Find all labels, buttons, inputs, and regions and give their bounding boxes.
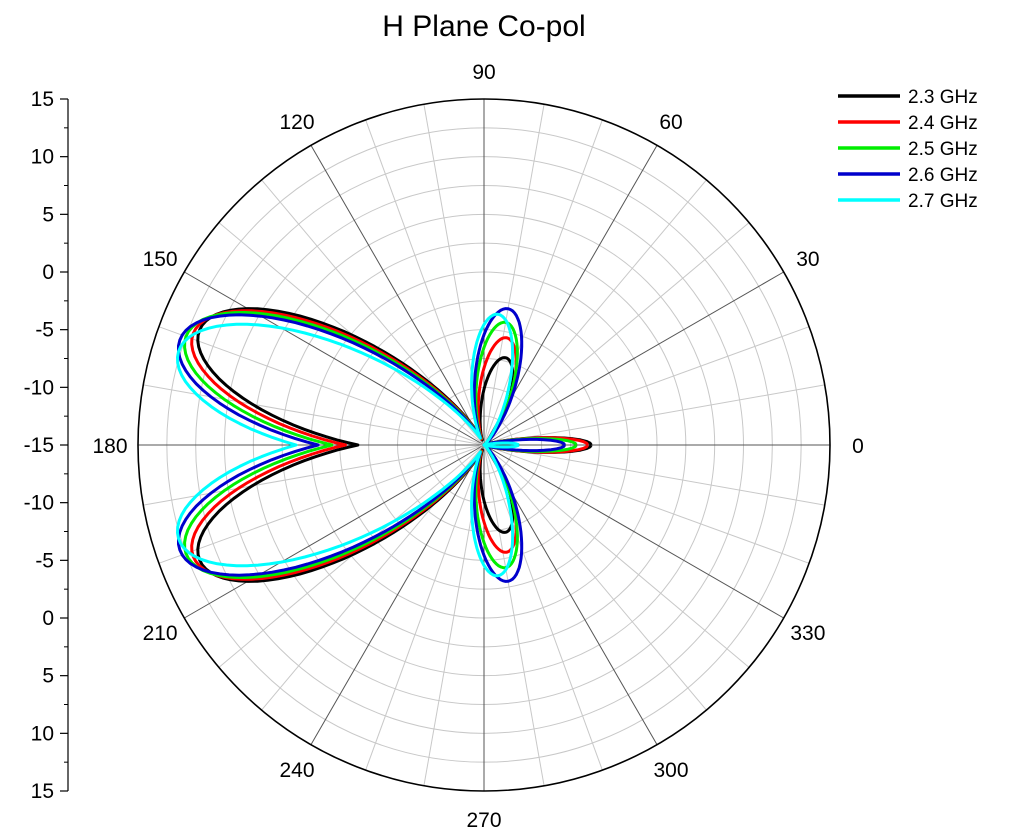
minor-spoke (365, 119, 485, 446)
angle-label-270: 270 (466, 809, 501, 832)
radial-axis: 15 10 5 0 -5 -10 -15 -10 -5 0 5 10 15 (24, 88, 69, 803)
legend-label-4: 2.7 GHz (908, 191, 978, 212)
radial-tick-label: -10 (24, 376, 54, 399)
series-layer (176, 307, 593, 583)
minor-spoke (483, 179, 707, 446)
radial-tick-label: 5 (42, 203, 54, 226)
angle-label-180: 180 (92, 435, 127, 458)
angle-label-60: 60 (659, 111, 682, 134)
major-spoke (483, 271, 784, 446)
major-spoke (184, 271, 485, 446)
series-line-4 (176, 312, 520, 578)
angle-label-90: 90 (472, 61, 495, 84)
angle-labels: 0 30 60 90 120 150 180 210 240 270 300 330 (92, 61, 863, 832)
major-spoke (184, 444, 485, 619)
radial-tick-label: 5 (42, 665, 54, 688)
major-spoke (483, 444, 784, 619)
minor-spoke (158, 444, 485, 564)
chart-title: H Plane Co-pol (382, 10, 585, 43)
legend: 2.3 GHz 2.4 GHz 2.5 GHz 2.6 GHz 2.7 GHz (838, 87, 978, 212)
minor-spoke (143, 384, 485, 446)
radial-tick-label: 10 (31, 146, 54, 169)
minor-spoke (483, 444, 603, 771)
series-line-3 (177, 307, 566, 583)
angle-label-120: 120 (279, 111, 314, 134)
minor-spoke (483, 444, 810, 564)
major-spoke (310, 145, 485, 446)
radial-tick-label: -10 (24, 492, 54, 515)
major-spoke (310, 444, 485, 745)
minor-spoke (483, 384, 825, 446)
minor-spoke (483, 326, 810, 446)
radial-tick-label: 0 (42, 607, 54, 630)
minor-spoke (483, 444, 825, 506)
minor-spoke (143, 444, 485, 506)
radial-tick-label: 0 (42, 261, 54, 284)
angle-label-300: 300 (653, 759, 688, 782)
angle-label-330: 330 (790, 622, 825, 645)
angle-label-150: 150 (143, 248, 178, 271)
legend-label-1: 2.4 GHz (908, 113, 978, 134)
radial-tick-label: -5 (35, 549, 54, 572)
minor-spoke (483, 222, 750, 446)
angle-label-240: 240 (279, 759, 314, 782)
radial-tick-label: 15 (31, 780, 54, 803)
radial-tick-label: -15 (24, 434, 54, 457)
outer-circle (137, 98, 831, 792)
angle-label-0: 0 (852, 435, 864, 458)
angle-label-30: 30 (796, 248, 819, 271)
minor-spoke (483, 444, 750, 668)
radial-tick-label: -5 (35, 319, 54, 342)
radial-tick-label: 15 (31, 88, 54, 111)
legend-label-0: 2.3 GHz (908, 87, 978, 108)
series-line-2 (183, 311, 578, 579)
radial-tick-label: 10 (31, 722, 54, 745)
minor-spoke (483, 119, 603, 446)
minor-spoke (483, 444, 545, 786)
angle-label-210: 210 (143, 622, 178, 645)
minor-spoke (483, 444, 707, 711)
minor-spoke (483, 104, 545, 446)
legend-label-2: 2.5 GHz (908, 139, 978, 160)
minor-spoke (365, 444, 485, 771)
minor-spoke (158, 326, 485, 446)
legend-label-3: 2.6 GHz (908, 165, 978, 186)
